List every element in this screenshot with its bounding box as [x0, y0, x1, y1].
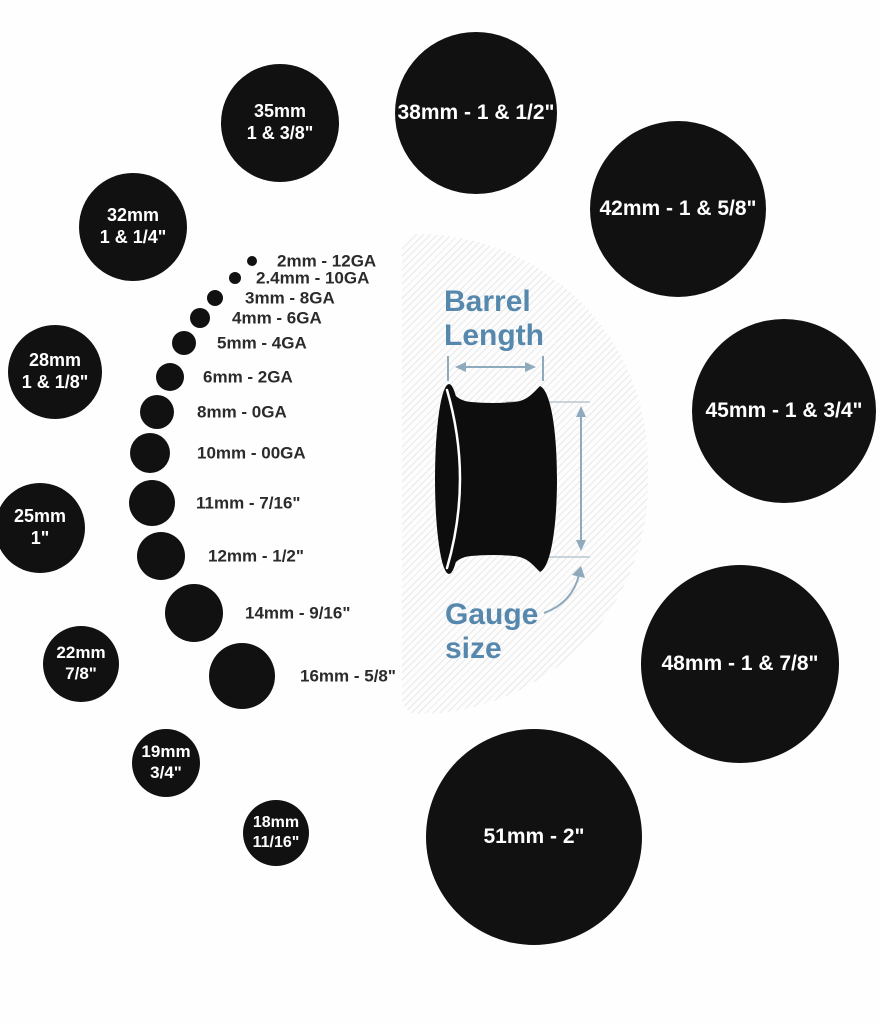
gauge-size-arrow: [576, 406, 586, 551]
size-circle-label: 38mm - 1 & 1/2": [397, 101, 555, 125]
gauge-dot-label: 2mm - 12GA: [277, 251, 377, 271]
plug-body: [449, 386, 557, 572]
size-circle: 25mm 1": [0, 483, 85, 573]
barrel-length-arrow: [455, 362, 536, 372]
size-circle-label: 45mm - 1 & 3/4": [705, 399, 863, 423]
size-circle-label: 22mm 7/8": [56, 643, 106, 683]
size-circle: 35mm 1 & 3/8": [221, 64, 339, 182]
gauge-dot-label: 11mm - 7/16": [196, 493, 301, 513]
size-circle: 38mm - 1 & 1/2": [395, 32, 557, 194]
gauge-dot-label: 5mm - 4GA: [217, 333, 307, 353]
gauge-dot: [140, 395, 174, 429]
size-circle-label: 25mm 1": [13, 506, 67, 548]
size-circle-label: 35mm 1 & 3/8": [246, 101, 314, 143]
gauge-dot: [229, 272, 241, 284]
gauge-dot: [207, 290, 223, 306]
size-circle: 48mm - 1 & 7/8": [641, 565, 839, 763]
gauge-dot-label: 12mm - 1/2": [208, 546, 304, 566]
size-circle-label: 51mm - 2": [483, 825, 585, 849]
gauge-dot-label: 14mm - 9/16": [245, 603, 351, 623]
gauge-dot: [130, 433, 170, 473]
gauge-dot: [165, 584, 223, 642]
size-circle: 28mm 1 & 1/8": [8, 325, 102, 419]
size-circle: 32mm 1 & 1/4": [79, 173, 187, 281]
gauge-dot-label: 3mm - 8GA: [245, 288, 335, 308]
gauge-dot-label: 4mm - 6GA: [232, 308, 322, 328]
size-circle: 51mm - 2": [426, 729, 642, 945]
size-circle-label: 18mm 11/16": [252, 814, 300, 851]
gauge-dot: [137, 532, 185, 580]
size-circle: 45mm - 1 & 3/4": [692, 319, 876, 503]
size-circle-label: 42mm - 1 & 5/8": [599, 197, 757, 221]
gauge-dot-label: 2.4mm - 10GA: [256, 268, 370, 288]
size-circle-label: 48mm - 1 & 7/8": [661, 652, 819, 676]
gauge-dot: [190, 308, 210, 328]
gauge-dot-label: 10mm - 00GA: [197, 443, 306, 463]
gauge-pointer-arrow: [543, 566, 585, 614]
gauge-dot: [156, 363, 184, 391]
gauge-dot: [172, 331, 196, 355]
size-circle-label: 28mm 1 & 1/8": [21, 350, 89, 392]
size-circle-label: 32mm 1 & 1/4": [99, 205, 167, 247]
size-circle: 18mm 11/16": [243, 800, 309, 866]
gauge-size-label: Gauge size: [445, 598, 539, 665]
size-circle: 42mm - 1 & 5/8": [590, 121, 766, 297]
plug-flare-highlight: [445, 388, 462, 570]
size-circle: 22mm 7/8": [43, 626, 119, 702]
gauge-dot: [209, 643, 275, 709]
gauge-dot-label: 16mm - 5/8": [300, 666, 396, 686]
size-circle: 19mm 3/4": [132, 729, 200, 797]
gauge-dot-label: 8mm - 0GA: [197, 402, 287, 422]
size-circle-label: 19mm 3/4": [141, 742, 191, 782]
gauge-dot: [247, 256, 257, 266]
gauge-dot-label: 6mm - 2GA: [203, 367, 293, 387]
barrel-length-label: Barrel Length: [444, 285, 544, 352]
gauge-dot: [129, 480, 175, 526]
